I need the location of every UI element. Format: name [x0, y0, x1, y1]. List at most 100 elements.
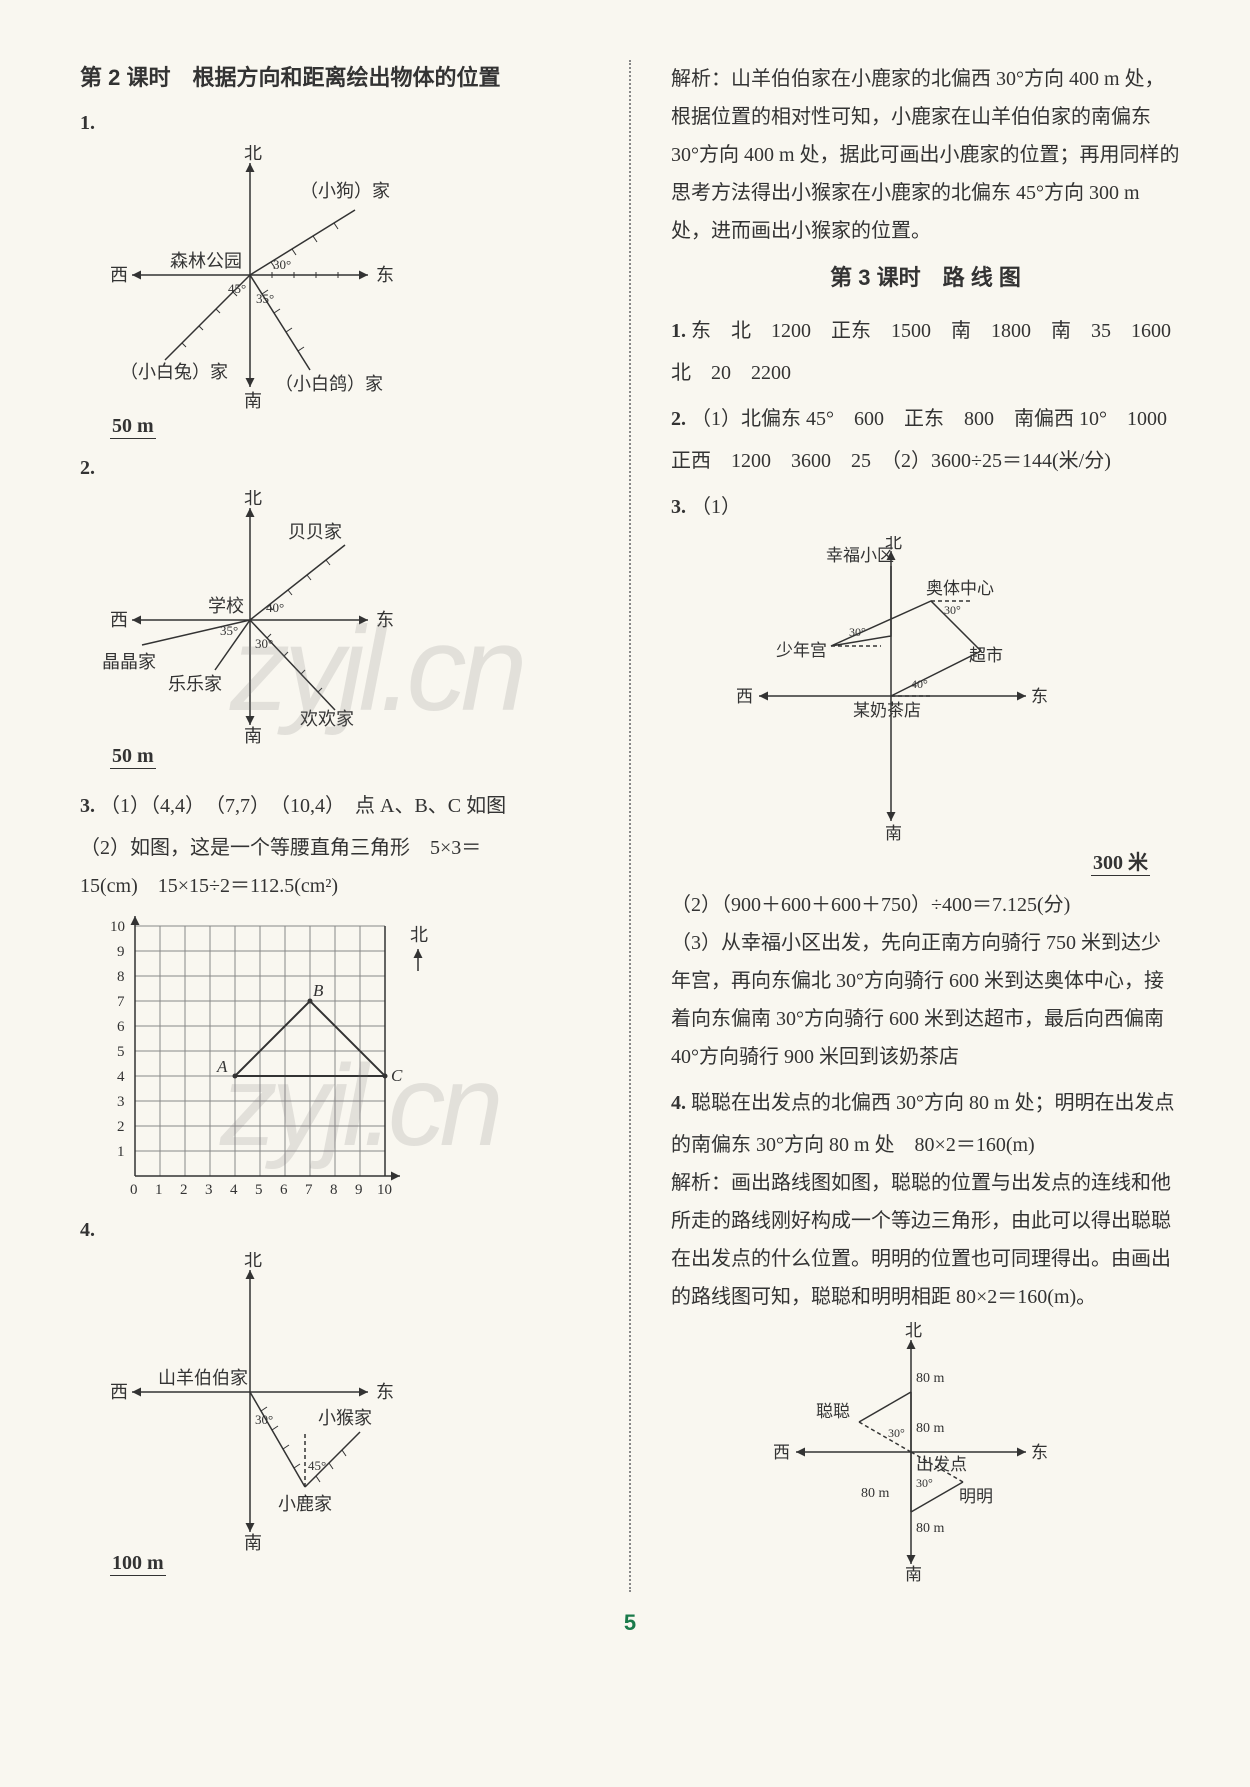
west-label: 西 — [110, 610, 128, 630]
q2-scale: 50 m — [110, 745, 156, 769]
svg-text:5: 5 — [255, 1182, 263, 1198]
xfxq: 幸福小区 — [826, 546, 894, 565]
north-label: 北 — [244, 1252, 262, 1270]
svg-text:7: 7 — [117, 994, 125, 1010]
compass-diagram-2: 北 南 东 西 学校 贝贝家 晶晶家 乐乐家 欢欢家 40° 35° 30° — [100, 490, 420, 745]
angle40: 40° — [266, 600, 284, 615]
left-column: 第 2 课时 根据方向和距离绘出物体的位置 1. — [80, 60, 589, 1592]
r-q4-analysis: 解析：画出路线图如图，聪聪的位置与出发点的连线和他所走的路线刚好构成一个等边三角… — [671, 1164, 1180, 1316]
center-label: 某奶茶店 — [853, 701, 921, 720]
svg-text:9: 9 — [355, 1182, 363, 1198]
beibei: 贝贝家 — [288, 522, 342, 542]
q4-diagram: 北 南 东 西 山羊伯伯家 小猴家 小鹿家 30° 45° 100 m — [100, 1252, 589, 1576]
q1: 1. — [80, 104, 589, 439]
q1-number: 1. — [80, 112, 95, 135]
q3-line2: （2）如图，这是一个等腰直角三角形 5×3＝ — [80, 829, 589, 867]
angle30a: 30° — [849, 625, 866, 639]
svg-text:6: 6 — [117, 1019, 125, 1035]
dog-label: （小狗）家 — [300, 181, 390, 201]
svg-text:2: 2 — [180, 1182, 188, 1198]
q2-diagram: 北 南 东 西 学校 贝贝家 晶晶家 乐乐家 欢欢家 40° 35° 30° 5 — [100, 490, 589, 769]
q4-scale: 100 m — [110, 1552, 166, 1576]
sng: 少年宫 — [776, 641, 827, 660]
svg-text:B: B — [313, 981, 324, 1000]
center-label: 山羊伯伯家 — [158, 1368, 248, 1388]
east-label: 东 — [1031, 1443, 1048, 1462]
r-q3-text2: （2）（900＋600＋600＋750）÷400＝7.125(分) — [671, 886, 1180, 924]
svg-text:9: 9 — [117, 944, 125, 960]
south-label: 南 — [244, 726, 262, 745]
west-label: 西 — [736, 687, 753, 706]
column-divider — [629, 60, 631, 1592]
lele: 乐乐家 — [168, 674, 222, 694]
angle30: 30° — [255, 1412, 273, 1427]
angle35: 35° — [220, 623, 238, 638]
svg-text:1: 1 — [117, 1144, 125, 1160]
angle45: 45° — [308, 1458, 326, 1473]
north-label: 北 — [244, 145, 262, 163]
r-q3-text3: （3）从幸福小区出发，先向正南方向骑行 750 米到达少年宫，再向东偏北 30°… — [671, 924, 1180, 1076]
east-label: 东 — [376, 265, 394, 285]
r-q4-number: 4. — [671, 1084, 686, 1122]
west-label: 西 — [773, 1443, 790, 1462]
pigeon-label: （小白鸽）家 — [275, 374, 383, 394]
svg-text:8: 8 — [117, 969, 125, 985]
aoti: 奥体中心 — [926, 579, 994, 598]
east-label: 东 — [376, 610, 394, 630]
supermarket: 超市 — [969, 646, 1003, 665]
page-number: 5 — [80, 1610, 1180, 1636]
south-label: 南 — [885, 824, 902, 843]
center-label: 森林公园 — [170, 251, 242, 271]
lesson2-title: 第 2 课时 根据方向和距离绘出物体的位置 — [80, 60, 589, 92]
edge80-3: 80 m — [861, 1486, 890, 1501]
svg-text:4: 4 — [117, 1069, 125, 1085]
two-column-layout: 第 2 课时 根据方向和距离绘出物体的位置 1. — [80, 60, 1180, 1592]
svg-text:7: 7 — [305, 1182, 313, 1198]
svg-text:10: 10 — [110, 919, 125, 935]
angle30a: 30° — [888, 1426, 905, 1440]
congcong: 聪聪 — [816, 1402, 850, 1421]
deer: 小鹿家 — [278, 1494, 332, 1514]
north-label: 北 — [905, 1322, 922, 1340]
q3: 3. （1）（4,4） （7,7） （10,4） 点 A、B、C 如图 （2）如… — [80, 779, 589, 1201]
center-label: 学校 — [208, 596, 244, 616]
r-q3-scale: 300 米 — [1091, 846, 1150, 876]
east-label: 东 — [1031, 687, 1048, 706]
jingjing: 晶晶家 — [102, 652, 156, 672]
north-label: 北 — [244, 490, 262, 508]
q2: 2. — [80, 449, 589, 769]
grid-triangle: ABC 012345678910 12345678910 北 — [100, 911, 440, 1201]
r-q2-text: （1）北偏东 45° 600 正东 800 南偏西 10° 1000 正西 12… — [671, 408, 1187, 472]
r-q1-text: 东 北 1200 正东 1500 南 1800 南 35 1600 北 20 2… — [671, 320, 1191, 384]
edge80-1: 80 m — [916, 1371, 945, 1386]
angle30b: 30° — [944, 603, 961, 617]
edge80-4: 80 m — [916, 1521, 945, 1536]
right-column: 解析：山羊伯伯家在小鹿家的北偏西 30°方向 400 m 处，根据位置的相对性可… — [671, 60, 1180, 1592]
south-label: 南 — [905, 1565, 922, 1582]
svg-text:A: A — [216, 1057, 228, 1076]
r-q3-number: 3. — [671, 488, 686, 526]
mingming: 明明 — [959, 1487, 993, 1506]
compass-diagram-1: 北 南 东 西 森林公园 （小狗）家 （小白兔）家 （小白鸽）家 30° 45°… — [100, 145, 420, 415]
r-q4-text1: 聪聪在出发点的北偏西 30°方向 80 m 处；明明在出发点的南偏东 30°方向… — [671, 1092, 1175, 1156]
q3-number: 3. — [80, 787, 95, 825]
q2-number: 2. — [80, 457, 95, 480]
q4-number: 4. — [80, 1219, 95, 1242]
angle35: 35° — [256, 291, 274, 306]
svg-text:5: 5 — [117, 1044, 125, 1060]
angle40: 40° — [911, 677, 928, 691]
q4: 4. — [80, 1211, 589, 1576]
route-diagram: 北 南 东 西 某奶茶店 幸福小区 奥体中心 少年宫 超市 30° 30° 40… — [731, 536, 1071, 846]
r-q2-number: 2. — [671, 400, 686, 438]
r-q1-number: 1. — [671, 312, 686, 350]
rabbit-label: （小白兔）家 — [120, 362, 228, 382]
edge80-2: 80 m — [916, 1421, 945, 1436]
angle30: 30° — [273, 257, 291, 272]
r-q4-diagram: 北 南 东 西 出发点 聪聪 明明 80 m 80 m 80 m 80 m 30… — [761, 1322, 1180, 1582]
svg-text:8: 8 — [330, 1182, 338, 1198]
compass-diagram-4: 北 南 东 西 山羊伯伯家 小猴家 小鹿家 30° 45° — [100, 1252, 420, 1552]
r-q3-diagram: 北 南 东 西 某奶茶店 幸福小区 奥体中心 少年宫 超市 30° 30° 40… — [731, 536, 1180, 876]
angle45: 45° — [228, 281, 246, 296]
svg-text:6: 6 — [280, 1182, 288, 1198]
center-label: 出发点 — [916, 1455, 967, 1474]
